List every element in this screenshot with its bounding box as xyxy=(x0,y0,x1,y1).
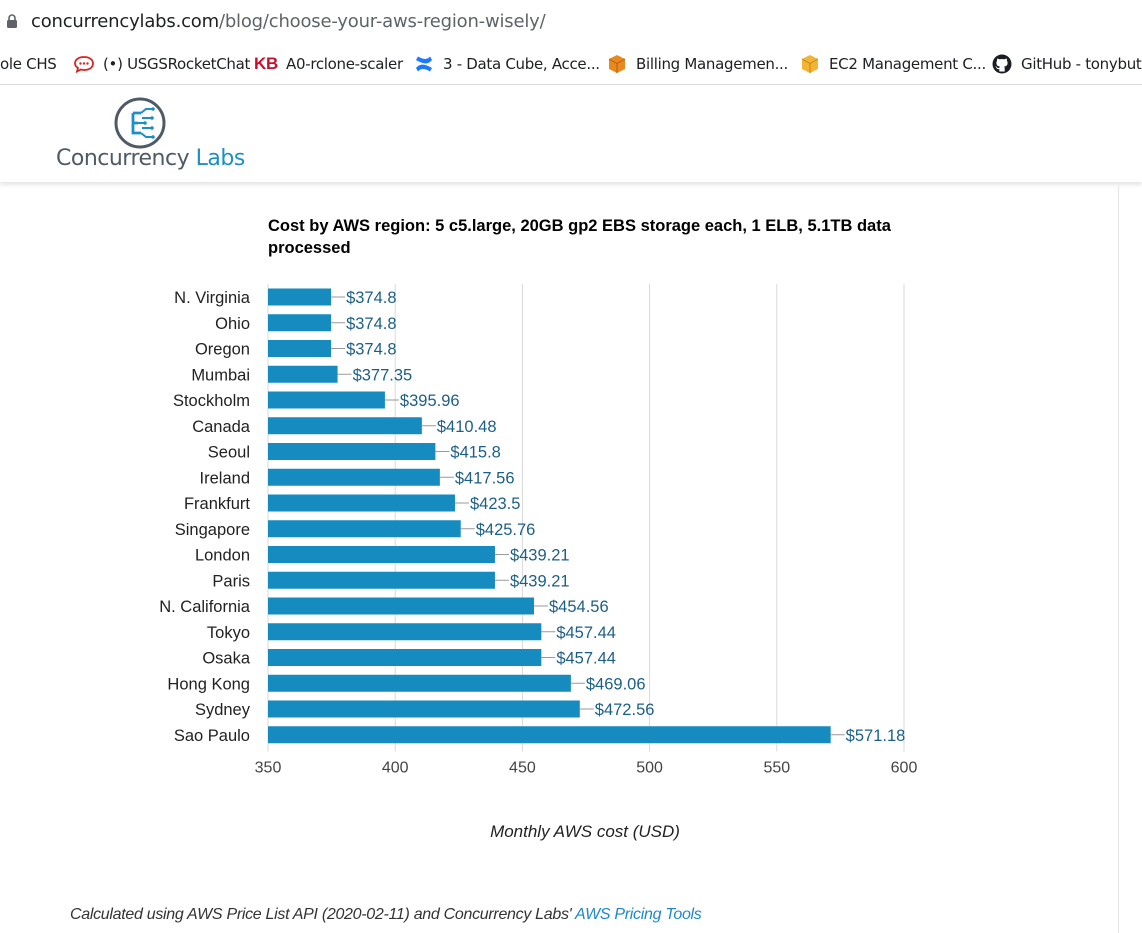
url-path: /blog/choose-your-aws-region-wisely/ xyxy=(218,11,546,32)
data-label: $439.21 xyxy=(510,547,570,565)
category-label: London xyxy=(195,547,250,565)
address-bar[interactable]: concurrencylabs.com/blog/choose-your-aws… xyxy=(0,0,1142,44)
category-label: Tokyo xyxy=(207,624,250,642)
category-label: Sao Paulo xyxy=(174,727,250,745)
logo-word-concurrency: Concurrency xyxy=(56,146,190,171)
bar xyxy=(268,288,332,306)
bookmark-label: EC2 Management C... xyxy=(829,55,986,73)
category-label: Mumbai xyxy=(191,366,250,384)
data-label: $374.8 xyxy=(346,289,396,307)
category-label: N. Virginia xyxy=(174,289,251,307)
bookmark-label: Billing Managemen... xyxy=(636,55,788,73)
category-label: Frankfurt xyxy=(184,495,250,513)
footer-note: Calculated using AWS Price List API (202… xyxy=(70,906,702,924)
site-header: Concurrency Labs xyxy=(0,86,1142,182)
logo-word-labs: Labs xyxy=(195,146,246,171)
bar xyxy=(268,494,455,512)
bar xyxy=(268,700,580,718)
x-tick-label: 500 xyxy=(636,760,663,777)
bar xyxy=(268,340,332,357)
content-divider xyxy=(1118,186,1119,933)
bar xyxy=(268,649,542,666)
data-label: $417.56 xyxy=(455,469,515,487)
bookmarks-bar: ole CHS (•) USGSRocketChat KB A0-rclone-… xyxy=(0,44,1142,85)
url-text[interactable]: concurrencylabs.com/blog/choose-your-aws… xyxy=(31,11,546,32)
site-logo[interactable]: Concurrency Labs xyxy=(56,146,245,171)
bookmark-data-cube[interactable]: 3 - Data Cube, Acce... xyxy=(414,53,600,75)
concurrency-labs-logo-icon[interactable] xyxy=(114,97,166,149)
bar xyxy=(268,468,440,486)
category-label: Osaka xyxy=(202,650,251,668)
bar xyxy=(268,314,332,332)
data-label: $469.06 xyxy=(586,675,646,693)
data-label: $457.44 xyxy=(556,650,616,668)
bar xyxy=(268,546,495,563)
url-domain: concurrencylabs.com xyxy=(31,11,219,32)
data-label: $425.76 xyxy=(476,521,536,539)
data-label: $439.21 xyxy=(510,572,570,590)
category-label: Sydney xyxy=(195,701,251,719)
lock-icon xyxy=(7,14,17,28)
data-label: $374.8 xyxy=(346,315,396,333)
category-label: Singapore xyxy=(175,521,250,539)
x-tick-label: 600 xyxy=(891,760,918,777)
confluence-icon xyxy=(414,54,434,74)
bar xyxy=(268,417,422,435)
bar xyxy=(268,571,495,589)
bookmark-label: (•) USGSRocketChat xyxy=(103,55,251,73)
bookmark-github[interactable]: GitHub - tonybutz xyxy=(992,53,1142,75)
data-label: $571.18 xyxy=(846,727,906,745)
kb-icon: KB xyxy=(254,54,278,73)
bar xyxy=(268,726,831,744)
bookmark-label: A0-rclone-scaler xyxy=(286,55,403,73)
x-tick-label: 400 xyxy=(382,760,409,777)
x-tick-label: 350 xyxy=(255,760,282,777)
aws-box-icon xyxy=(800,54,820,74)
bookmark-billing-management[interactable]: Billing Managemen... xyxy=(607,53,788,75)
data-label: $410.48 xyxy=(437,418,497,436)
bookmark-rclone-scaler[interactable]: KB A0-rclone-scaler xyxy=(254,53,403,75)
bookmark-chs[interactable]: ole CHS xyxy=(0,53,57,75)
bar xyxy=(268,520,461,538)
data-label: $415.8 xyxy=(450,444,500,462)
chart-title: Cost by AWS region: 5 c5.large, 20GB gp2… xyxy=(268,217,891,257)
category-label: Seoul xyxy=(208,444,250,462)
footer-note-text: Calculated using AWS Price List API (202… xyxy=(70,906,572,923)
bar xyxy=(268,597,535,615)
x-tick-label: 550 xyxy=(763,760,790,777)
bookmark-label: 3 - Data Cube, Acce... xyxy=(443,55,600,73)
category-label: Paris xyxy=(212,572,250,590)
bar xyxy=(268,365,338,383)
data-label: $472.56 xyxy=(595,701,655,719)
bar xyxy=(268,443,436,460)
aws-pricing-tools-link[interactable]: AWS Pricing Tools xyxy=(575,906,702,923)
aws-box-icon xyxy=(607,54,627,74)
category-label: Ohio xyxy=(215,315,250,333)
github-icon xyxy=(992,54,1012,74)
x-axis-label: Monthly AWS cost (USD) xyxy=(490,822,680,841)
data-label: $457.44 xyxy=(556,624,616,642)
category-label: Canada xyxy=(192,418,251,436)
bar xyxy=(268,623,542,641)
bar xyxy=(268,391,385,409)
rocketchat-icon xyxy=(74,54,94,74)
bookmark-ec2-management[interactable]: EC2 Management C... xyxy=(800,53,986,75)
category-label: Oregon xyxy=(195,341,250,359)
data-label: $423.5 xyxy=(470,495,520,513)
bookmark-usgsrocketchat[interactable]: (•) USGSRocketChat xyxy=(74,53,250,75)
category-label: Stockholm xyxy=(173,392,250,410)
data-label: $395.96 xyxy=(400,392,460,410)
bookmark-label: GitHub - tonybutz xyxy=(1021,55,1142,73)
data-label: $377.35 xyxy=(353,366,413,384)
x-tick-label: 450 xyxy=(509,760,536,777)
bookmark-label: ole CHS xyxy=(0,55,57,73)
category-label: Hong Kong xyxy=(167,675,250,693)
data-label: $454.56 xyxy=(549,598,609,616)
category-label: N. California xyxy=(159,598,251,616)
category-label: Ireland xyxy=(200,469,250,487)
bar xyxy=(268,674,571,692)
data-label: $374.8 xyxy=(346,341,396,359)
